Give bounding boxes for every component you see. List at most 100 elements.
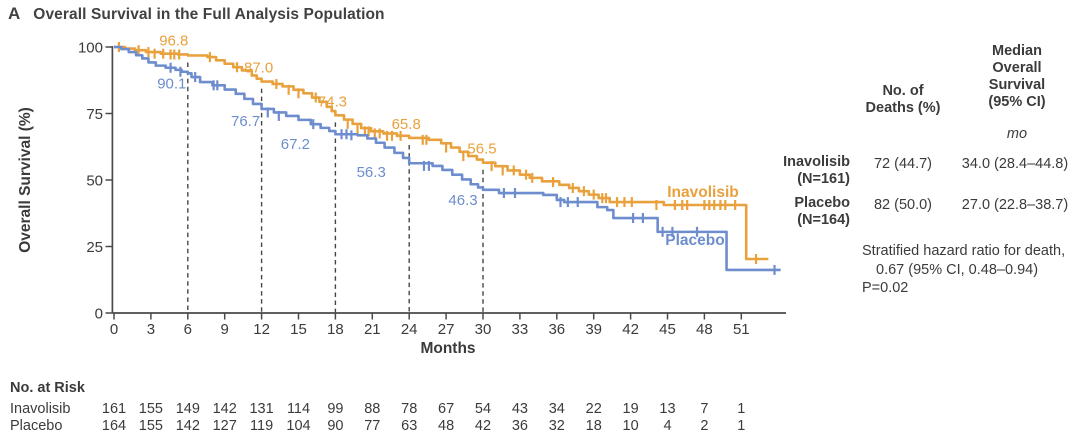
x-tick-label: 0 [110, 321, 118, 338]
at-risk-value: 18 [586, 418, 602, 434]
at-risk-value: 43 [512, 401, 528, 417]
x-tick-label: 36 [548, 321, 565, 338]
x-tick-label: 48 [696, 321, 713, 338]
curve-label-placebo: Placebo [665, 232, 724, 249]
at-risk-value: 1 [737, 401, 745, 417]
at-risk-value: 127 [213, 418, 237, 434]
x-tick-label: 45 [659, 321, 676, 338]
inavolisib-median-value: 34.0 (28.4–44.8) [961, 156, 1069, 172]
at-risk-value: 99 [327, 401, 343, 417]
x-tick-label: 42 [622, 321, 639, 338]
x-tick-label: 33 [512, 321, 529, 338]
deaths-header-line1: No. of [882, 83, 924, 99]
hazard-ratio-note: Stratified hazard ratio for death, 0.67 … [862, 242, 1080, 298]
median-header-line1: Median [992, 43, 1042, 59]
at-risk-value: 155 [139, 401, 163, 417]
landmark-label-inavolisib-18: 74.3 [318, 93, 347, 110]
x-tick-label: 15 [290, 321, 307, 338]
at-risk-value: 32 [549, 418, 565, 434]
inavolisib-label: Inavolisib [783, 154, 850, 170]
at-risk-value: 114 [287, 401, 310, 417]
hazard-note-line3: P=0.02 [862, 280, 909, 296]
y-tick-label: 75 [86, 106, 103, 123]
at-risk-value: 54 [475, 401, 491, 417]
at-risk-value: 104 [286, 418, 310, 434]
landmark-label-placebo-24: 56.3 [357, 164, 386, 181]
landmark-dashed-lines [187, 62, 484, 313]
at-risk-value: 10 [623, 418, 639, 434]
km-curve-placebo [114, 45, 781, 272]
at-risk-value: 36 [512, 418, 528, 434]
at-risk-value: 78 [401, 401, 417, 417]
at-risk-value: 7 [700, 401, 708, 417]
x-tick-label: 24 [401, 321, 418, 338]
y-tick-label: 25 [86, 239, 103, 256]
at-risk-value: 77 [364, 418, 380, 434]
landmark-label-inavolisib-30: 56.5 [467, 141, 496, 158]
landmark-label-placebo-6: 90.1 [157, 75, 186, 92]
x-tick-label: 51 [733, 321, 750, 338]
landmark-label-placebo-18: 67.2 [281, 136, 310, 153]
deaths-column-header: No. of Deaths (%) [853, 83, 953, 117]
panel-letter: A [8, 4, 21, 23]
at-risk-value: 142 [213, 401, 237, 417]
at-risk-title: No. at Risk [10, 380, 86, 396]
inavolisib-deaths-value: 72 (44.7) [873, 156, 933, 172]
y-tick-label: 100 [78, 40, 103, 57]
inavolisib-n: (N=161) [797, 171, 850, 187]
median-header-line3: Survival [988, 77, 1046, 93]
at-risk-value: 34 [549, 401, 565, 417]
at-risk-value: 2 [700, 418, 708, 434]
x-tick-label: 9 [221, 321, 229, 338]
stats-row-label-placebo: Placebo (N=164) [752, 195, 850, 229]
at-risk-value: 161 [102, 401, 126, 417]
at-risk-value: 149 [176, 401, 200, 417]
at-risk-value: 4 [663, 418, 671, 434]
hazard-note-line2: 0.67 (95% CI, 0.48–0.94) [876, 261, 1039, 278]
at-risk-value: 67 [438, 401, 454, 417]
median-header-line4: (95% CI) [988, 94, 1046, 110]
at-risk-value: 88 [364, 401, 380, 417]
landmark-label-inavolisib-6: 96.8 [159, 33, 188, 50]
figure-title-row: A Overall Survival in the Full Analysis … [8, 4, 385, 24]
at-risk-table: Inavolisib 161 155 149 142 131 114 99 88 78 67 54 43… [10, 401, 745, 434]
curve-label-inavolisib: Inavolisib [667, 184, 739, 201]
at-risk-value: 164 [102, 418, 126, 434]
landmark-label-placebo-12: 76.7 [231, 113, 260, 130]
at-risk-value: 142 [176, 418, 200, 434]
landmark-label-placebo-30: 46.3 [448, 192, 477, 209]
y-tick-label: 50 [86, 173, 103, 190]
landmark-annotations: 96.8 90.1 87.0 76.7 74.3 67.2 65.8 56.3 56.5 46.3 [157, 33, 496, 209]
x-tick-label: 3 [147, 321, 155, 338]
stats-row-label-inavolisib: Inavolisib (N=161) [752, 154, 850, 188]
hazard-note-line1: Stratified hazard ratio for death, [862, 243, 1066, 259]
at-risk-value: 13 [659, 401, 675, 417]
at-risk-value: 131 [249, 401, 273, 417]
at-risk-value: 155 [139, 418, 163, 434]
axis-ticks: 0 3 6 9 12 15 18 21 24 27 30 33 36 39 42 45 48 5102550751… [78, 40, 750, 339]
x-tick-label: 6 [184, 321, 192, 338]
at-risk-value: 22 [586, 401, 602, 417]
at-risk-value: 119 [250, 418, 273, 434]
placebo-median-value: 27.0 (22.8–38.7) [961, 197, 1069, 213]
placebo-deaths-value: 82 (50.0) [873, 197, 933, 213]
at-risk-value: 90 [327, 418, 343, 434]
at-risk-value: 48 [438, 418, 454, 434]
x-tick-label: 18 [327, 321, 344, 338]
x-tick-label: 27 [438, 321, 455, 338]
landmark-label-inavolisib-12: 87.0 [244, 60, 273, 77]
landmark-label-inavolisib-24: 65.8 [392, 116, 421, 133]
at-risk-value: 1 [737, 418, 745, 434]
deaths-header-line2: Deaths (%) [865, 100, 941, 116]
at-risk-row-label-inavolisib: Inavolisib [10, 401, 70, 417]
at-risk-value: 19 [623, 401, 639, 417]
at-risk-row-label-placebo: Placebo [10, 418, 62, 434]
x-tick-label: 30 [475, 321, 492, 338]
figure-title: Overall Survival in the Full Analysis Po… [33, 6, 385, 23]
median-column-header: Median Overall Survival (95% CI) [952, 43, 1080, 111]
y-axis-title: Overall Survival (%) [17, 107, 34, 253]
placebo-label: Placebo [794, 195, 850, 211]
